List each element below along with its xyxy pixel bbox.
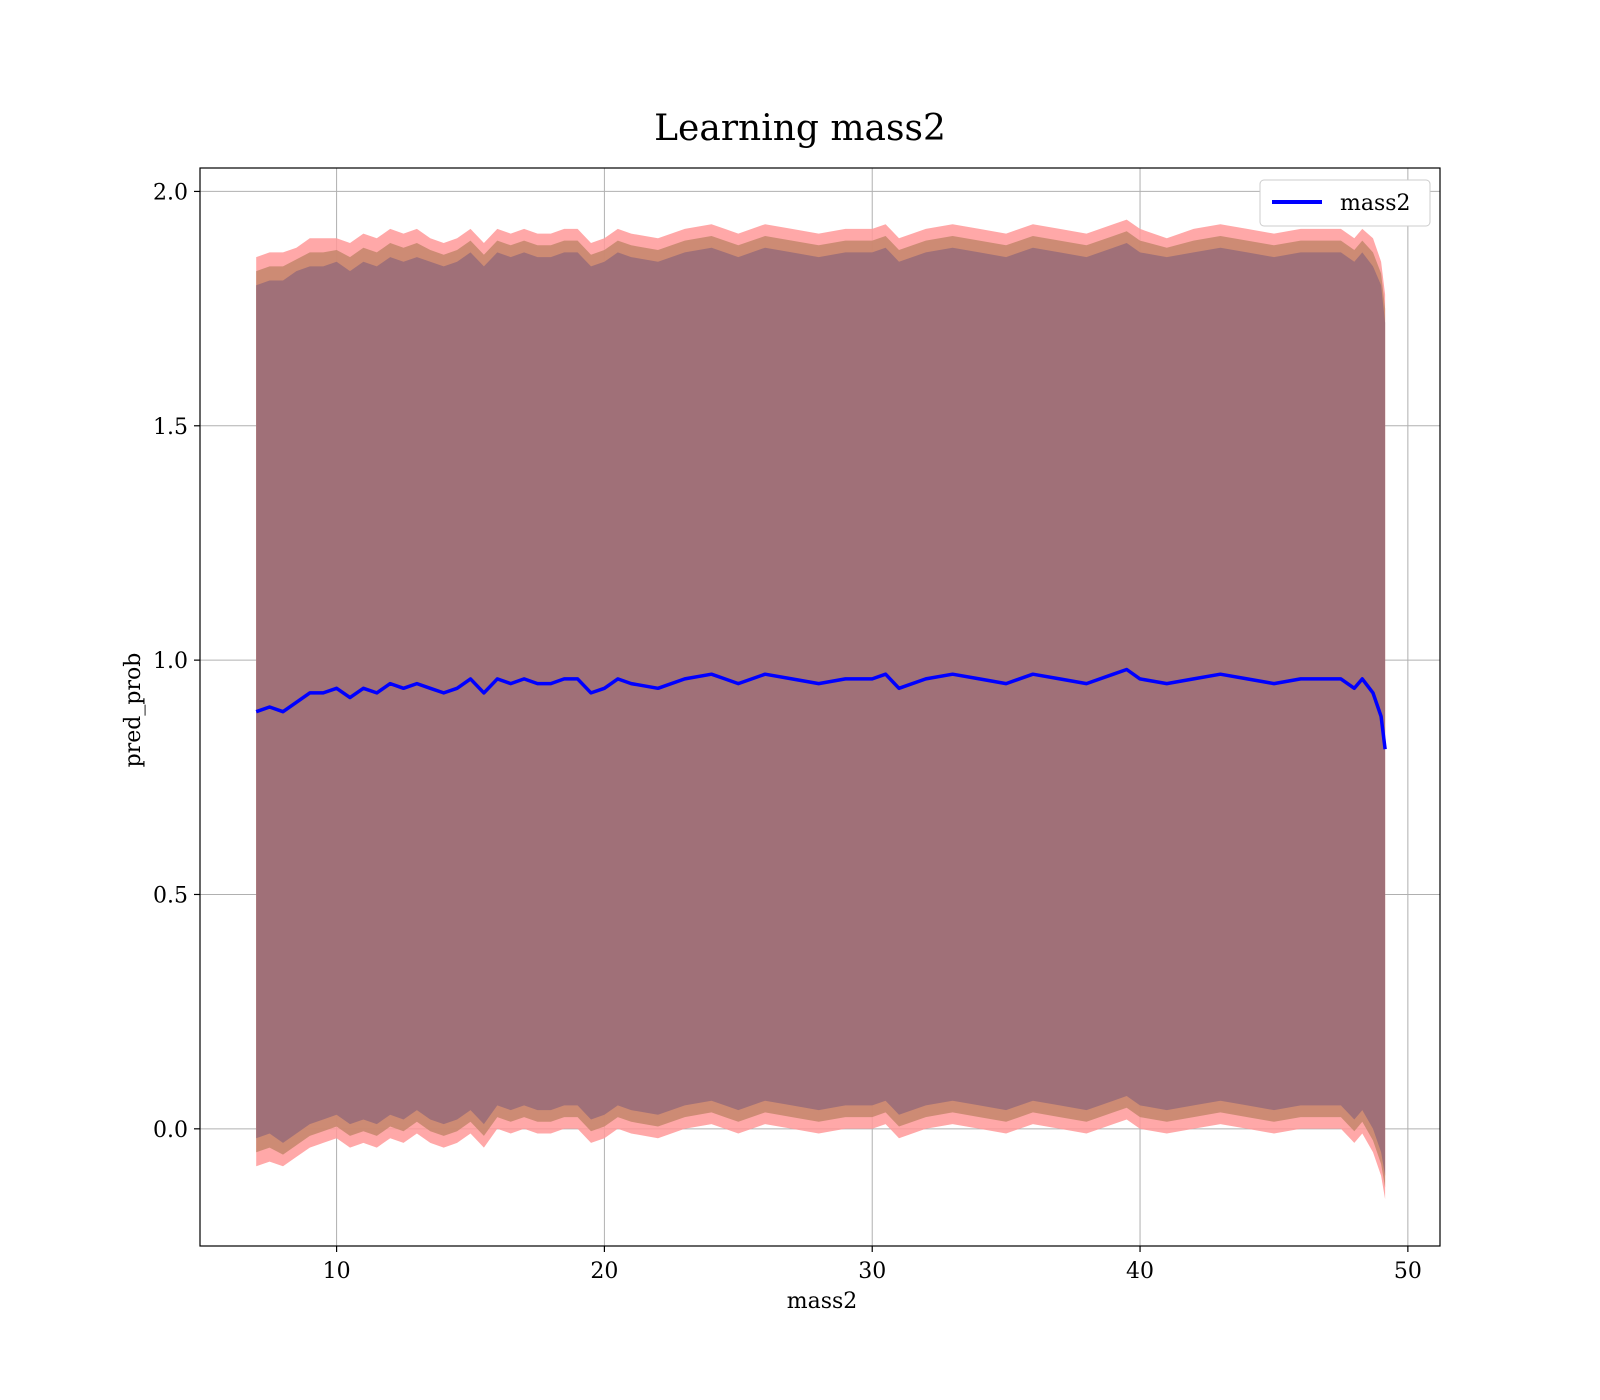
- y-tick-label: 0.5: [153, 883, 188, 908]
- chart-title: Learning mass2: [654, 108, 946, 149]
- y-tick-label: 1.5: [153, 415, 188, 440]
- confidence-bands: [256, 219, 1386, 1200]
- x-tick-label: 20: [590, 1259, 618, 1284]
- y-axis-label: pred_prob: [121, 653, 146, 768]
- y-tick-label: 2.0: [153, 180, 188, 205]
- y-tick-label: 0.0: [153, 1118, 188, 1143]
- plot-frame: [199, 167, 1441, 1247]
- series-line-mass2: [255, 667, 1387, 750]
- legend-box: [1259, 179, 1431, 227]
- legend: mass2: [1259, 179, 1431, 227]
- x-tick-label: 50: [1394, 1259, 1422, 1284]
- x-tick-label: 30: [858, 1259, 886, 1284]
- x-tick-label: 10: [323, 1259, 351, 1284]
- x-axis-label: mass2: [787, 1289, 858, 1314]
- series-lines: [255, 667, 1387, 750]
- ticks: 10 20 30 40 50 0.0 0.5 1.0 1.5 2.0: [153, 180, 1422, 1284]
- x-tick-label: 40: [1126, 1259, 1154, 1284]
- y-tick-label: 1.0: [153, 649, 188, 674]
- legend-label: mass2: [1340, 191, 1411, 216]
- inner-confidence-band: [256, 243, 1386, 1176]
